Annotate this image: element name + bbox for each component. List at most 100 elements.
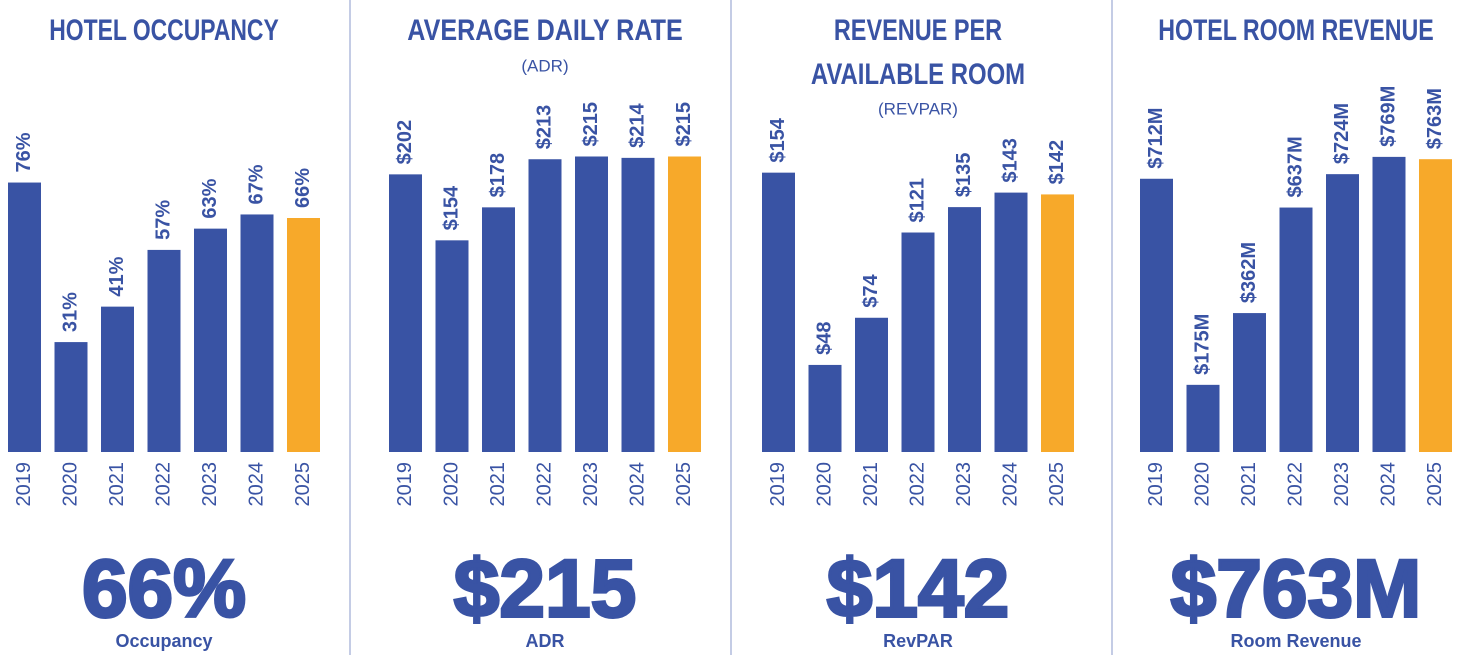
bar (147, 249, 181, 452)
x-tick-label: 2023 (580, 462, 602, 507)
headline-value: 66% (82, 544, 246, 635)
data-label: $214 (626, 102, 648, 147)
x-tick-label: 2021 (1238, 462, 1260, 507)
bar (994, 192, 1028, 452)
x-tick-label: 2020 (1191, 462, 1213, 507)
bar (668, 156, 701, 452)
data-label: $142 (1046, 140, 1068, 185)
bar (1372, 156, 1406, 452)
headline-caption: Occupancy (115, 631, 212, 651)
x-tick-label: 2022 (152, 462, 174, 507)
data-label: $215 (673, 102, 695, 147)
x-tick-label: 2024 (245, 462, 267, 507)
headline-value: $142 (827, 544, 1009, 635)
bar (1279, 207, 1313, 452)
x-tick-label: 2022 (1284, 462, 1306, 507)
data-label: $135 (953, 153, 975, 198)
x-tick-label: 2020 (813, 462, 835, 507)
data-label: $213 (533, 105, 555, 150)
data-label: 57% (152, 200, 174, 240)
data-label: 31% (59, 292, 81, 332)
headline-caption: ADR (526, 631, 565, 651)
data-label: $215 (580, 102, 602, 147)
data-label: $763M (1424, 88, 1446, 149)
bar (1326, 174, 1359, 453)
data-label: $178 (487, 153, 509, 198)
chart-title: HOTEL ROOM REVENUE (1158, 14, 1433, 47)
bar (1186, 384, 1220, 452)
bar (240, 214, 274, 452)
bar (1419, 159, 1452, 453)
x-tick-label: 2021 (487, 462, 509, 507)
data-label: 41% (106, 256, 128, 296)
data-label: $637M (1284, 136, 1306, 197)
x-tick-label: 2019 (767, 462, 789, 507)
x-tick-label: 2025 (1424, 462, 1446, 507)
bar (948, 207, 981, 452)
bar (1233, 313, 1266, 452)
bar (435, 240, 469, 452)
x-tick-label: 2025 (292, 462, 314, 507)
data-label: $202 (394, 120, 416, 165)
x-tick-label: 2019 (394, 462, 416, 507)
data-label: $154 (767, 117, 789, 162)
data-label: $121 (906, 178, 928, 223)
data-label: $175M (1191, 314, 1213, 375)
bar (8, 182, 41, 452)
data-label: $154 (440, 185, 462, 230)
x-tick-label: 2022 (533, 462, 555, 507)
x-tick-label: 2024 (999, 462, 1021, 507)
bar (901, 232, 935, 452)
bar (54, 342, 88, 452)
x-tick-label: 2019 (13, 462, 35, 507)
x-tick-label: 2023 (1331, 462, 1353, 507)
data-label: $769M (1377, 86, 1399, 147)
data-label: $48 (813, 322, 835, 355)
chart-title: REVENUE PER (834, 14, 1003, 47)
data-label: $143 (999, 138, 1021, 183)
data-label: $74 (860, 274, 882, 308)
headline-value: $215 (454, 544, 636, 635)
chart-title: AVERAGE DAILY RATE (407, 14, 682, 47)
chart-title: HOTEL OCCUPANCY (49, 14, 279, 47)
headline-caption: Room Revenue (1230, 631, 1361, 651)
x-tick-label: 2021 (860, 462, 882, 507)
bar (1041, 194, 1074, 452)
bar (101, 306, 134, 452)
bar (482, 207, 515, 452)
x-tick-label: 2024 (1377, 462, 1399, 507)
data-label: 67% (245, 164, 267, 204)
bar (855, 317, 888, 452)
x-tick-label: 2023 (199, 462, 221, 507)
bar (808, 364, 842, 452)
data-label: $712M (1145, 108, 1167, 169)
data-label: $724M (1331, 103, 1353, 164)
bar (194, 228, 227, 452)
data-label: $362M (1238, 242, 1260, 303)
data-label: 63% (199, 178, 221, 218)
x-tick-label: 2023 (953, 462, 975, 507)
bar (762, 172, 795, 452)
chart-subtitle: (ADR) (521, 56, 568, 75)
bar (1140, 178, 1173, 453)
x-tick-label: 2020 (59, 462, 81, 507)
x-tick-label: 2025 (1046, 462, 1068, 507)
x-tick-label: 2025 (673, 462, 695, 507)
bar (528, 159, 562, 452)
headline-caption: RevPAR (883, 631, 953, 651)
bar (389, 174, 422, 452)
x-tick-label: 2024 (626, 462, 648, 507)
x-tick-label: 2019 (1145, 462, 1167, 507)
headline-value: $763M (1171, 544, 1422, 635)
data-label: 66% (292, 168, 314, 208)
bar (575, 156, 608, 452)
bar (287, 218, 320, 452)
chart-title: AVAILABLE ROOM (811, 58, 1025, 91)
x-tick-label: 2020 (440, 462, 462, 507)
x-tick-label: 2021 (106, 462, 128, 507)
x-tick-label: 2022 (906, 462, 928, 507)
data-label: 76% (13, 132, 35, 172)
bar (621, 157, 655, 452)
chart-subtitle: (REVPAR) (878, 99, 958, 118)
